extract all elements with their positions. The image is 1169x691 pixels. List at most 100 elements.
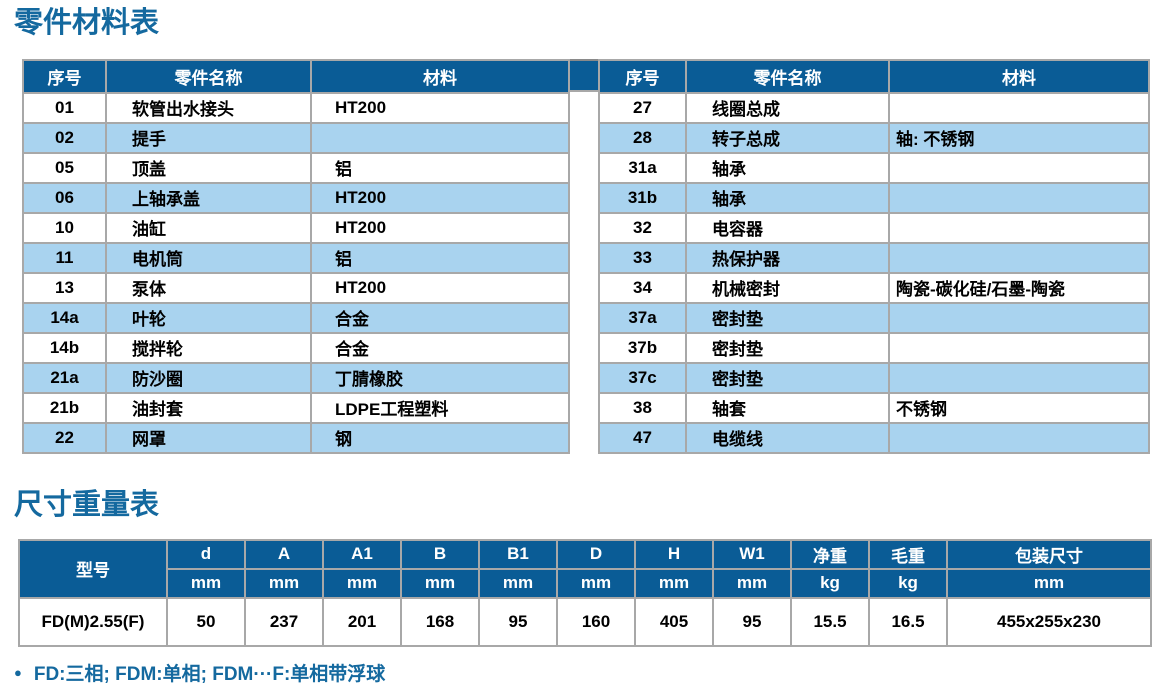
- parts-table-right: 序号 零件名称 材料 27 线圈总成 28 转子总成 轴: 不锈钢 31a 轴承 31b 轴承 3…: [598, 58, 1150, 454]
- table-cell: 13: [22, 271, 107, 304]
- table-row: 47 电缆线: [598, 421, 1150, 454]
- table-row: FD(M)2.55(F) 50 237 201 168 95 160 405 95 15.5 16.…: [18, 596, 1152, 647]
- table-cell: HT200: [310, 211, 570, 244]
- dims-column-header: H: [634, 538, 714, 570]
- dims-unit-header: mm: [478, 567, 558, 599]
- table-cell: 31a: [598, 151, 687, 184]
- table-cell: 38: [598, 391, 687, 424]
- dims-unit-header: mm: [400, 567, 480, 599]
- table-cell: 轴承: [685, 151, 890, 184]
- table-cell: 软管出水接头: [105, 91, 312, 124]
- table-cell: 50: [166, 596, 246, 647]
- table-cell: 转子总成: [685, 121, 890, 154]
- table-row: 31b 轴承: [598, 181, 1150, 214]
- dims-column-header: d: [166, 538, 246, 570]
- table-cell: HT200: [310, 181, 570, 214]
- table-cell: 455x255x230: [946, 596, 1152, 647]
- table-cell: 铝: [310, 151, 570, 184]
- table-cell: 16.5: [868, 596, 948, 647]
- dims-unit-header: mm: [322, 567, 402, 599]
- table-cell: 上轴承盖: [105, 181, 312, 214]
- table-cell: 搅拌轮: [105, 331, 312, 364]
- table-cell: 油缸: [105, 211, 312, 244]
- table-cell: 14b: [22, 331, 107, 364]
- table-cell: 提手: [105, 121, 312, 154]
- table-row: 14b 搅拌轮 合金: [22, 331, 570, 364]
- table-cell: 油封套: [105, 391, 312, 424]
- table-cell: 热保护器: [685, 241, 890, 274]
- table-cell: 34: [598, 271, 687, 304]
- header-row: 序号 零件名称 材料: [22, 58, 570, 94]
- table-row: 37c 密封垫: [598, 361, 1150, 394]
- table-row: 27 线圈总成: [598, 91, 1150, 124]
- table-cell: 22: [22, 421, 107, 454]
- table-cell: 轴套: [685, 391, 890, 424]
- table-cell: 轴: 不锈钢: [888, 121, 1150, 154]
- table-cell: 不锈钢: [888, 391, 1150, 424]
- column-header-material: 材料: [888, 58, 1150, 94]
- table-cell: 168: [400, 596, 480, 647]
- dims-unit-header: kg: [868, 567, 948, 599]
- table-cell: 37a: [598, 301, 687, 334]
- table-cell: [888, 211, 1150, 244]
- table-cell: 叶轮: [105, 301, 312, 334]
- table-cell: 95: [712, 596, 792, 647]
- column-header-serial: 序号: [598, 58, 687, 94]
- table-row: 11 电机筒铝: [22, 241, 570, 274]
- table-cell: 密封垫: [685, 331, 890, 364]
- table-cell: 铝: [310, 241, 570, 274]
- table-cell: 电机筒: [105, 241, 312, 274]
- table-cell: [888, 91, 1150, 124]
- gap-header-cell: [570, 58, 598, 92]
- dims-column-header: 包装尺寸: [946, 538, 1152, 570]
- table-cell: [888, 301, 1150, 334]
- table-cell: 合金: [310, 301, 570, 334]
- table-cell: [888, 421, 1150, 454]
- table-cell: 合金: [310, 331, 570, 364]
- table-row: 21b 油封套 LDPE工程塑料: [22, 391, 570, 424]
- table-row: 33 热保护器: [598, 241, 1150, 274]
- table-cell: 37c: [598, 361, 687, 394]
- table-cell: 33: [598, 241, 687, 274]
- parts-tables-row: 序号 零件名称 材料 01 软管出水接头 HT200 02 提手 05 顶盖铝 06 上轴承盖 H…: [22, 58, 1150, 454]
- table-cell: 37b: [598, 331, 687, 364]
- table-cell: 06: [22, 181, 107, 214]
- table-cell: 32: [598, 211, 687, 244]
- column-header-serial: 序号: [22, 58, 107, 94]
- table-cell: 21a: [22, 361, 107, 394]
- table-row: 21a 防沙圈 丁腈橡胶: [22, 361, 570, 394]
- dims-unit-header: mm: [712, 567, 792, 599]
- table-cell: FD(M)2.55(F): [18, 596, 168, 647]
- table-cell: [888, 361, 1150, 394]
- table-cell: 27: [598, 91, 687, 124]
- bullet-icon: ●: [14, 664, 22, 680]
- table-cell: 密封垫: [685, 361, 890, 394]
- table-cell: 14a: [22, 301, 107, 334]
- dims-table: 型号 d A A1 B B1 D H W1 净重 毛重 包装尺寸 mm mm m…: [18, 538, 1152, 647]
- table-cell: 机械密封: [685, 271, 890, 304]
- table-row: 31a 轴承: [598, 151, 1150, 184]
- table-cell: 网罩: [105, 421, 312, 454]
- column-header-part-name: 零件名称: [685, 58, 890, 94]
- header-row: 序号 零件名称 材料: [598, 58, 1150, 94]
- table-row: 38 轴套 不锈钢: [598, 391, 1150, 424]
- footnote: ● FD:三相; FDM:单相; FDM···F:单相带浮球: [14, 659, 1169, 686]
- table-cell: 05: [22, 151, 107, 184]
- table-row: 37b 密封垫: [598, 331, 1150, 364]
- table-cell: 237: [244, 596, 324, 647]
- table-cell: 160: [556, 596, 636, 647]
- table-cell: [888, 181, 1150, 214]
- table-row: 02 提手: [22, 121, 570, 154]
- table-cell: 201: [322, 596, 402, 647]
- table-cell: 21b: [22, 391, 107, 424]
- table-cell: 02: [22, 121, 107, 154]
- footnote-text: FD:三相; FDM:单相; FDM···F:单相带浮球: [33, 663, 386, 685]
- table-cell: 15.5: [790, 596, 870, 647]
- dimension-weight-table-title: 尺寸重量表: [14, 488, 160, 521]
- table-cell: 31b: [598, 181, 687, 214]
- dims-unit-header: kg: [790, 567, 870, 599]
- table-row: 22 网罩钢: [22, 421, 570, 454]
- parts-material-table-title: 零件材料表: [14, 7, 160, 39]
- dims-unit-header-row: mm mm mm mm mm mm mm mm kg kg mm: [19, 567, 1152, 599]
